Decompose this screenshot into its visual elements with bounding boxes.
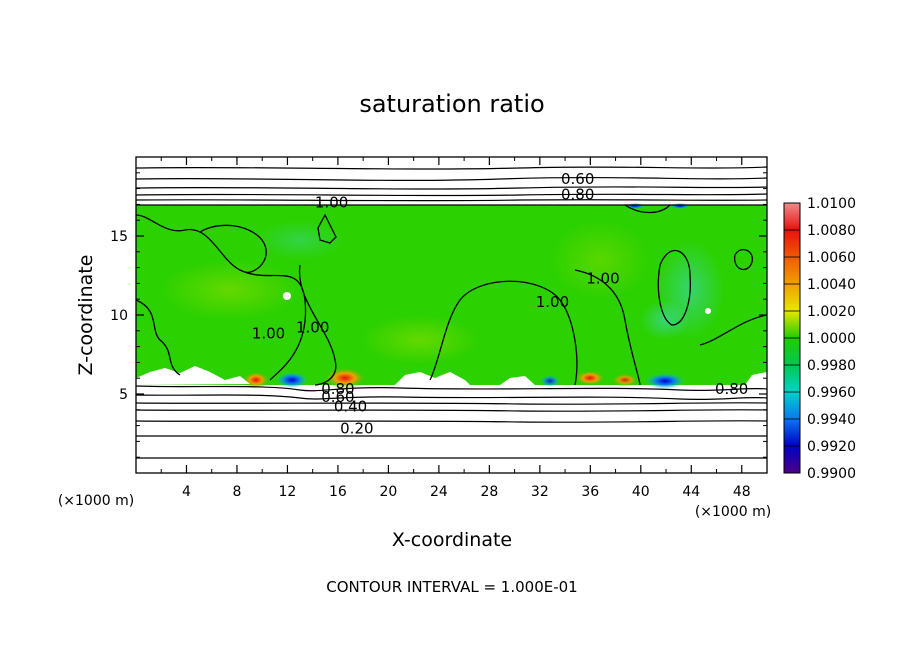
contour-label: 0.20	[340, 420, 373, 438]
contour-interval-note: CONTOUR INTERVAL = 1.000E-01	[326, 578, 577, 596]
contour-label: 0.60	[321, 388, 354, 406]
colorbar-label: 0.9960	[807, 385, 856, 401]
hot-spot	[574, 370, 606, 386]
field-variation	[360, 315, 480, 365]
upper-contours	[136, 166, 767, 206]
colorbar-segment	[784, 230, 800, 257]
cold-spot	[540, 375, 560, 387]
colorbar-segment	[784, 203, 800, 230]
contour-label: 0.40	[334, 397, 367, 415]
x-tick-label: 20	[379, 484, 397, 500]
field-variation	[160, 260, 300, 320]
contour-label: 0.80	[561, 186, 594, 204]
x-axis-label: X-coordinate	[392, 529, 512, 551]
cloud-base-gap	[136, 366, 250, 385]
colorbar-label: 1.0020	[807, 304, 856, 320]
x-axis: 4 8 12 16 20 24 28 32 36 40 44 48	[160, 157, 751, 500]
hot-spot	[242, 371, 270, 389]
colorbar-label: 1.0080	[807, 223, 856, 239]
colorbar-segment	[784, 311, 800, 338]
y-axis-label: Z-coordinate	[75, 255, 97, 376]
x-tick-label: 8	[232, 484, 241, 500]
x-tick-label: 24	[430, 484, 448, 500]
contour-label: 0.80	[321, 380, 354, 398]
cold-spot	[670, 203, 690, 209]
y-axis: 5 10 15	[110, 172, 767, 458]
colorbar-label: 1.0060	[807, 250, 856, 266]
colorbar-segment	[784, 284, 800, 311]
colorbar-segment	[784, 392, 800, 419]
colorbar-segment	[784, 419, 800, 446]
y-tick-label: 10	[110, 308, 128, 324]
contour-label: 1.00	[296, 318, 329, 336]
colorbar-label: 1.0040	[807, 277, 856, 293]
x-unit-right: (×1000 m)	[695, 504, 771, 520]
cloud-base-gap	[395, 372, 470, 385]
contour-label: 1.00	[252, 325, 285, 343]
x-tick-label: 16	[329, 484, 347, 500]
colorbar-segment	[784, 338, 800, 365]
x-tick-label: 12	[279, 484, 297, 500]
field-variation	[640, 300, 690, 340]
colorbar-label: 1.0000	[807, 331, 856, 347]
contour-label: 1.00	[586, 269, 619, 287]
contour-label: 0.60	[561, 170, 594, 188]
x-tick-label: 28	[480, 484, 498, 500]
x-tick-label: 36	[581, 484, 599, 500]
y-tick-label: 5	[119, 387, 128, 403]
colorbar-segment	[784, 257, 800, 284]
colorbar: 1.0100 1.0080 1.0060 1.0040 1.0020 1.0000 0.99…	[783, 196, 856, 482]
field-variation	[255, 220, 345, 260]
colorbar-label: 0.9900	[807, 466, 856, 482]
cold-spot	[645, 373, 685, 389]
cloud-base-gap	[745, 372, 767, 385]
colorbar-label: 0.9920	[807, 439, 856, 455]
lower-contours	[136, 385, 767, 459]
cold-spot	[276, 372, 308, 388]
contour-label: 1.00	[315, 194, 348, 212]
x-tick-label: 48	[733, 484, 751, 500]
x-tick-label: 40	[632, 484, 650, 500]
chart-title: saturation ratio	[359, 90, 544, 118]
colorbar-label: 1.0100	[807, 196, 856, 212]
colorbar-segment	[784, 365, 800, 392]
colorbar-label: 0.9940	[807, 412, 856, 428]
contour-label: 0.80	[715, 380, 748, 398]
x-tick-label: 44	[682, 484, 700, 500]
x-unit-left: (×1000 m)	[58, 493, 134, 509]
x-tick-label: 32	[531, 484, 549, 500]
plot-area	[136, 166, 767, 459]
hot-spot	[611, 373, 639, 387]
cloud-hole	[283, 292, 291, 300]
cloud-hole	[705, 308, 711, 314]
unity-contours	[136, 204, 767, 386]
x-tick-label: 4	[182, 484, 191, 500]
contour-labels: 0.600.801.001.00 1.001.001.000.800.600.40…	[252, 170, 749, 438]
cloud-base-gap	[500, 376, 535, 385]
contour-label: 1.00	[536, 293, 569, 311]
y-tick-label: 15	[110, 229, 128, 245]
colorbar-segment	[784, 446, 800, 473]
field-variation	[550, 220, 650, 300]
cold-spot	[625, 203, 645, 209]
colorbar-label: 0.9980	[807, 358, 856, 374]
